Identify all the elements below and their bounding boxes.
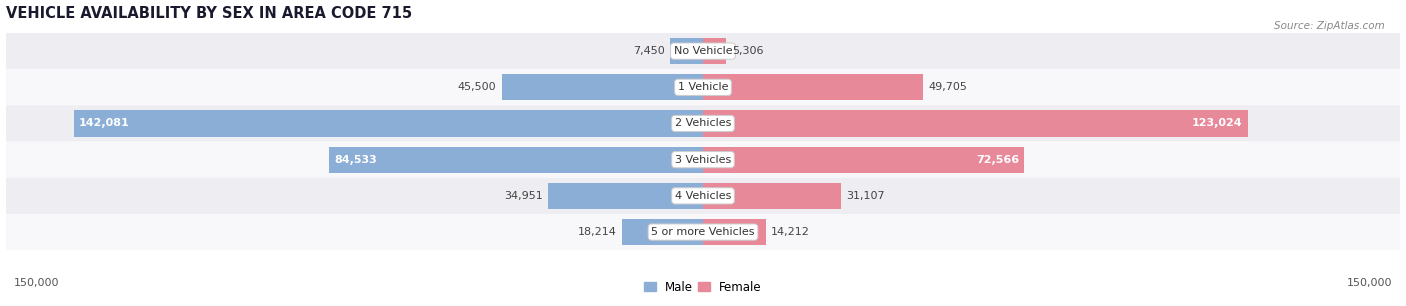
Bar <box>75 110 703 136</box>
Bar <box>703 74 924 100</box>
Legend: Male, Female: Male, Female <box>640 276 766 298</box>
FancyBboxPatch shape <box>6 69 1400 105</box>
Text: 34,951: 34,951 <box>505 191 543 201</box>
FancyBboxPatch shape <box>6 33 1400 69</box>
Bar <box>548 183 703 209</box>
Text: No Vehicle: No Vehicle <box>673 46 733 56</box>
Bar <box>703 110 1247 136</box>
Bar <box>671 38 703 64</box>
Text: Source: ZipAtlas.com: Source: ZipAtlas.com <box>1274 21 1385 32</box>
Text: 45,500: 45,500 <box>457 82 496 92</box>
Bar <box>703 147 1025 173</box>
Bar <box>623 219 703 245</box>
Text: 5 or more Vehicles: 5 or more Vehicles <box>651 227 755 237</box>
Text: 72,566: 72,566 <box>976 155 1019 165</box>
Bar <box>703 183 841 209</box>
FancyBboxPatch shape <box>6 105 1400 142</box>
Text: 3 Vehicles: 3 Vehicles <box>675 155 731 165</box>
Text: 49,705: 49,705 <box>928 82 967 92</box>
Text: 84,533: 84,533 <box>335 155 377 165</box>
Text: 1 Vehicle: 1 Vehicle <box>678 82 728 92</box>
Bar <box>703 219 766 245</box>
Bar <box>329 147 703 173</box>
Text: 2 Vehicles: 2 Vehicles <box>675 118 731 129</box>
Bar <box>703 38 727 64</box>
Bar <box>502 74 703 100</box>
Text: 14,212: 14,212 <box>772 227 810 237</box>
Text: 150,000: 150,000 <box>14 278 59 288</box>
Text: VEHICLE AVAILABILITY BY SEX IN AREA CODE 715: VEHICLE AVAILABILITY BY SEX IN AREA CODE… <box>6 6 412 21</box>
Text: 31,107: 31,107 <box>846 191 884 201</box>
Text: 18,214: 18,214 <box>578 227 617 237</box>
Text: 142,081: 142,081 <box>79 118 129 129</box>
FancyBboxPatch shape <box>6 178 1400 214</box>
Text: 5,306: 5,306 <box>731 46 763 56</box>
FancyBboxPatch shape <box>6 214 1400 250</box>
Text: 123,024: 123,024 <box>1192 118 1243 129</box>
Text: 7,450: 7,450 <box>633 46 665 56</box>
Text: 150,000: 150,000 <box>1347 278 1392 288</box>
Text: 4 Vehicles: 4 Vehicles <box>675 191 731 201</box>
FancyBboxPatch shape <box>6 142 1400 178</box>
